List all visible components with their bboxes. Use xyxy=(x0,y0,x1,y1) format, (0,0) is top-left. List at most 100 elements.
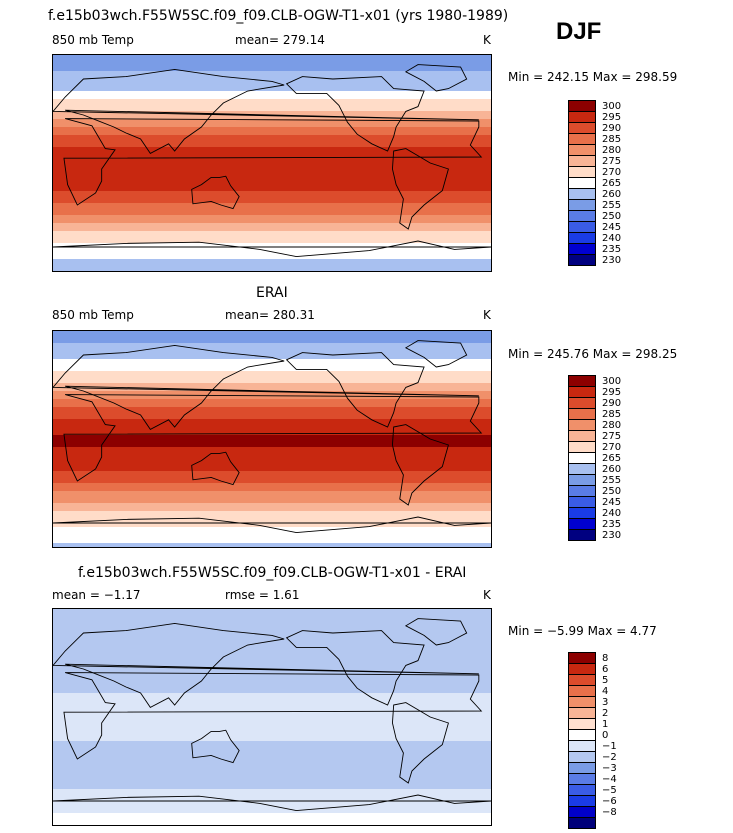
contour-band xyxy=(53,535,491,540)
colorbar-label: −2 xyxy=(602,752,617,763)
contour-band xyxy=(53,395,491,400)
contour-band xyxy=(53,171,491,176)
contour-band xyxy=(53,785,491,790)
colorbar-label: 265 xyxy=(602,453,622,464)
panel2-map xyxy=(52,330,492,548)
colorbar-label: 250 xyxy=(602,486,622,497)
contour-map xyxy=(53,331,491,547)
contour-band xyxy=(53,63,491,68)
contour-band xyxy=(53,151,491,156)
contour-band xyxy=(53,609,491,614)
contour-band xyxy=(53,95,491,100)
colorbar-label: 2 xyxy=(602,708,609,719)
contour-band xyxy=(53,211,491,216)
contour-band xyxy=(53,637,491,642)
contour-band xyxy=(53,87,491,92)
colorbar-label: −3 xyxy=(602,763,617,774)
contour-band xyxy=(53,681,491,686)
contour-band xyxy=(53,733,491,738)
contour-band xyxy=(53,243,491,248)
contour-band xyxy=(53,749,491,754)
contour-band xyxy=(53,677,491,682)
coastline xyxy=(404,618,468,646)
contour-band xyxy=(53,621,491,626)
panel2-title: ERAI xyxy=(256,285,288,301)
colorbar-label: 270 xyxy=(602,442,622,453)
contour-band xyxy=(53,103,491,108)
contour-band xyxy=(53,207,491,212)
coastline xyxy=(53,68,479,154)
contour-band xyxy=(53,203,491,208)
coastline xyxy=(191,175,240,210)
coastline xyxy=(63,394,483,482)
coastline xyxy=(191,451,240,486)
colorbar-label: 290 xyxy=(602,123,622,134)
contour-band xyxy=(53,653,491,658)
contour-band xyxy=(53,523,491,528)
colorbar-label: 1 xyxy=(602,719,609,730)
panel3-mean: mean = −1.17 xyxy=(52,588,141,602)
contour-band xyxy=(53,127,491,132)
panel2-units: K xyxy=(483,308,491,322)
contour-band xyxy=(53,399,491,404)
contour-band xyxy=(53,507,491,512)
contour-band xyxy=(53,499,491,504)
colorbar-swatch xyxy=(568,254,596,266)
contour-band xyxy=(53,645,491,650)
contour-band xyxy=(53,187,491,192)
contour-band xyxy=(53,71,491,76)
contour-band xyxy=(53,471,491,476)
contour-map xyxy=(53,609,491,825)
contour-band xyxy=(53,371,491,376)
contour-band xyxy=(53,451,491,456)
colorbar-label: 290 xyxy=(602,398,622,409)
panel3-rmse: rmse = 1.61 xyxy=(225,588,300,602)
contour-band xyxy=(53,179,491,184)
contour-band xyxy=(53,641,491,646)
contour-band xyxy=(53,411,491,416)
contour-band xyxy=(53,67,491,72)
contour-band xyxy=(53,705,491,710)
contour-band xyxy=(53,379,491,384)
contour-band xyxy=(53,351,491,356)
contour-band xyxy=(53,531,491,536)
contour-band xyxy=(53,625,491,630)
coastline xyxy=(53,516,491,534)
contour-band xyxy=(53,427,491,432)
contour-band xyxy=(53,519,491,524)
coastline xyxy=(63,118,483,206)
contour-band xyxy=(53,657,491,662)
contour-band xyxy=(53,515,491,520)
contour-band xyxy=(53,613,491,618)
contour-band xyxy=(53,435,491,440)
contour-band xyxy=(53,701,491,706)
contour-band xyxy=(53,693,491,698)
contour-band xyxy=(53,665,491,670)
contour-band xyxy=(53,167,491,172)
contour-band xyxy=(53,439,491,444)
contour-band xyxy=(53,131,491,136)
contour-band xyxy=(53,689,491,694)
colorbar-label: 4 xyxy=(602,686,609,697)
contour-band xyxy=(53,247,491,252)
contour-band xyxy=(53,223,491,228)
contour-band xyxy=(53,793,491,798)
coastline xyxy=(404,64,468,92)
colorbar-label: 8 xyxy=(602,653,609,664)
colorbar-label: 240 xyxy=(602,508,622,519)
colorbar-label: 265 xyxy=(602,178,622,189)
contour-band xyxy=(53,59,491,64)
contour-band xyxy=(53,713,491,718)
contour-band xyxy=(53,255,491,260)
colorbar-label: 255 xyxy=(602,200,622,211)
contour-band xyxy=(53,115,491,120)
contour-band xyxy=(53,199,491,204)
contour-band xyxy=(53,781,491,786)
colorbar-label: 3 xyxy=(602,697,609,708)
panel3-title: f.e15b03wch.F55W5SC.f09_f09.CLB-OGW-T1-x… xyxy=(78,565,467,581)
colorbar-label: 250 xyxy=(602,211,622,222)
contour-band xyxy=(53,375,491,380)
panel1-mean: mean= 279.14 xyxy=(235,33,325,47)
contour-band xyxy=(53,107,491,112)
colorbar-label: 245 xyxy=(602,222,622,233)
